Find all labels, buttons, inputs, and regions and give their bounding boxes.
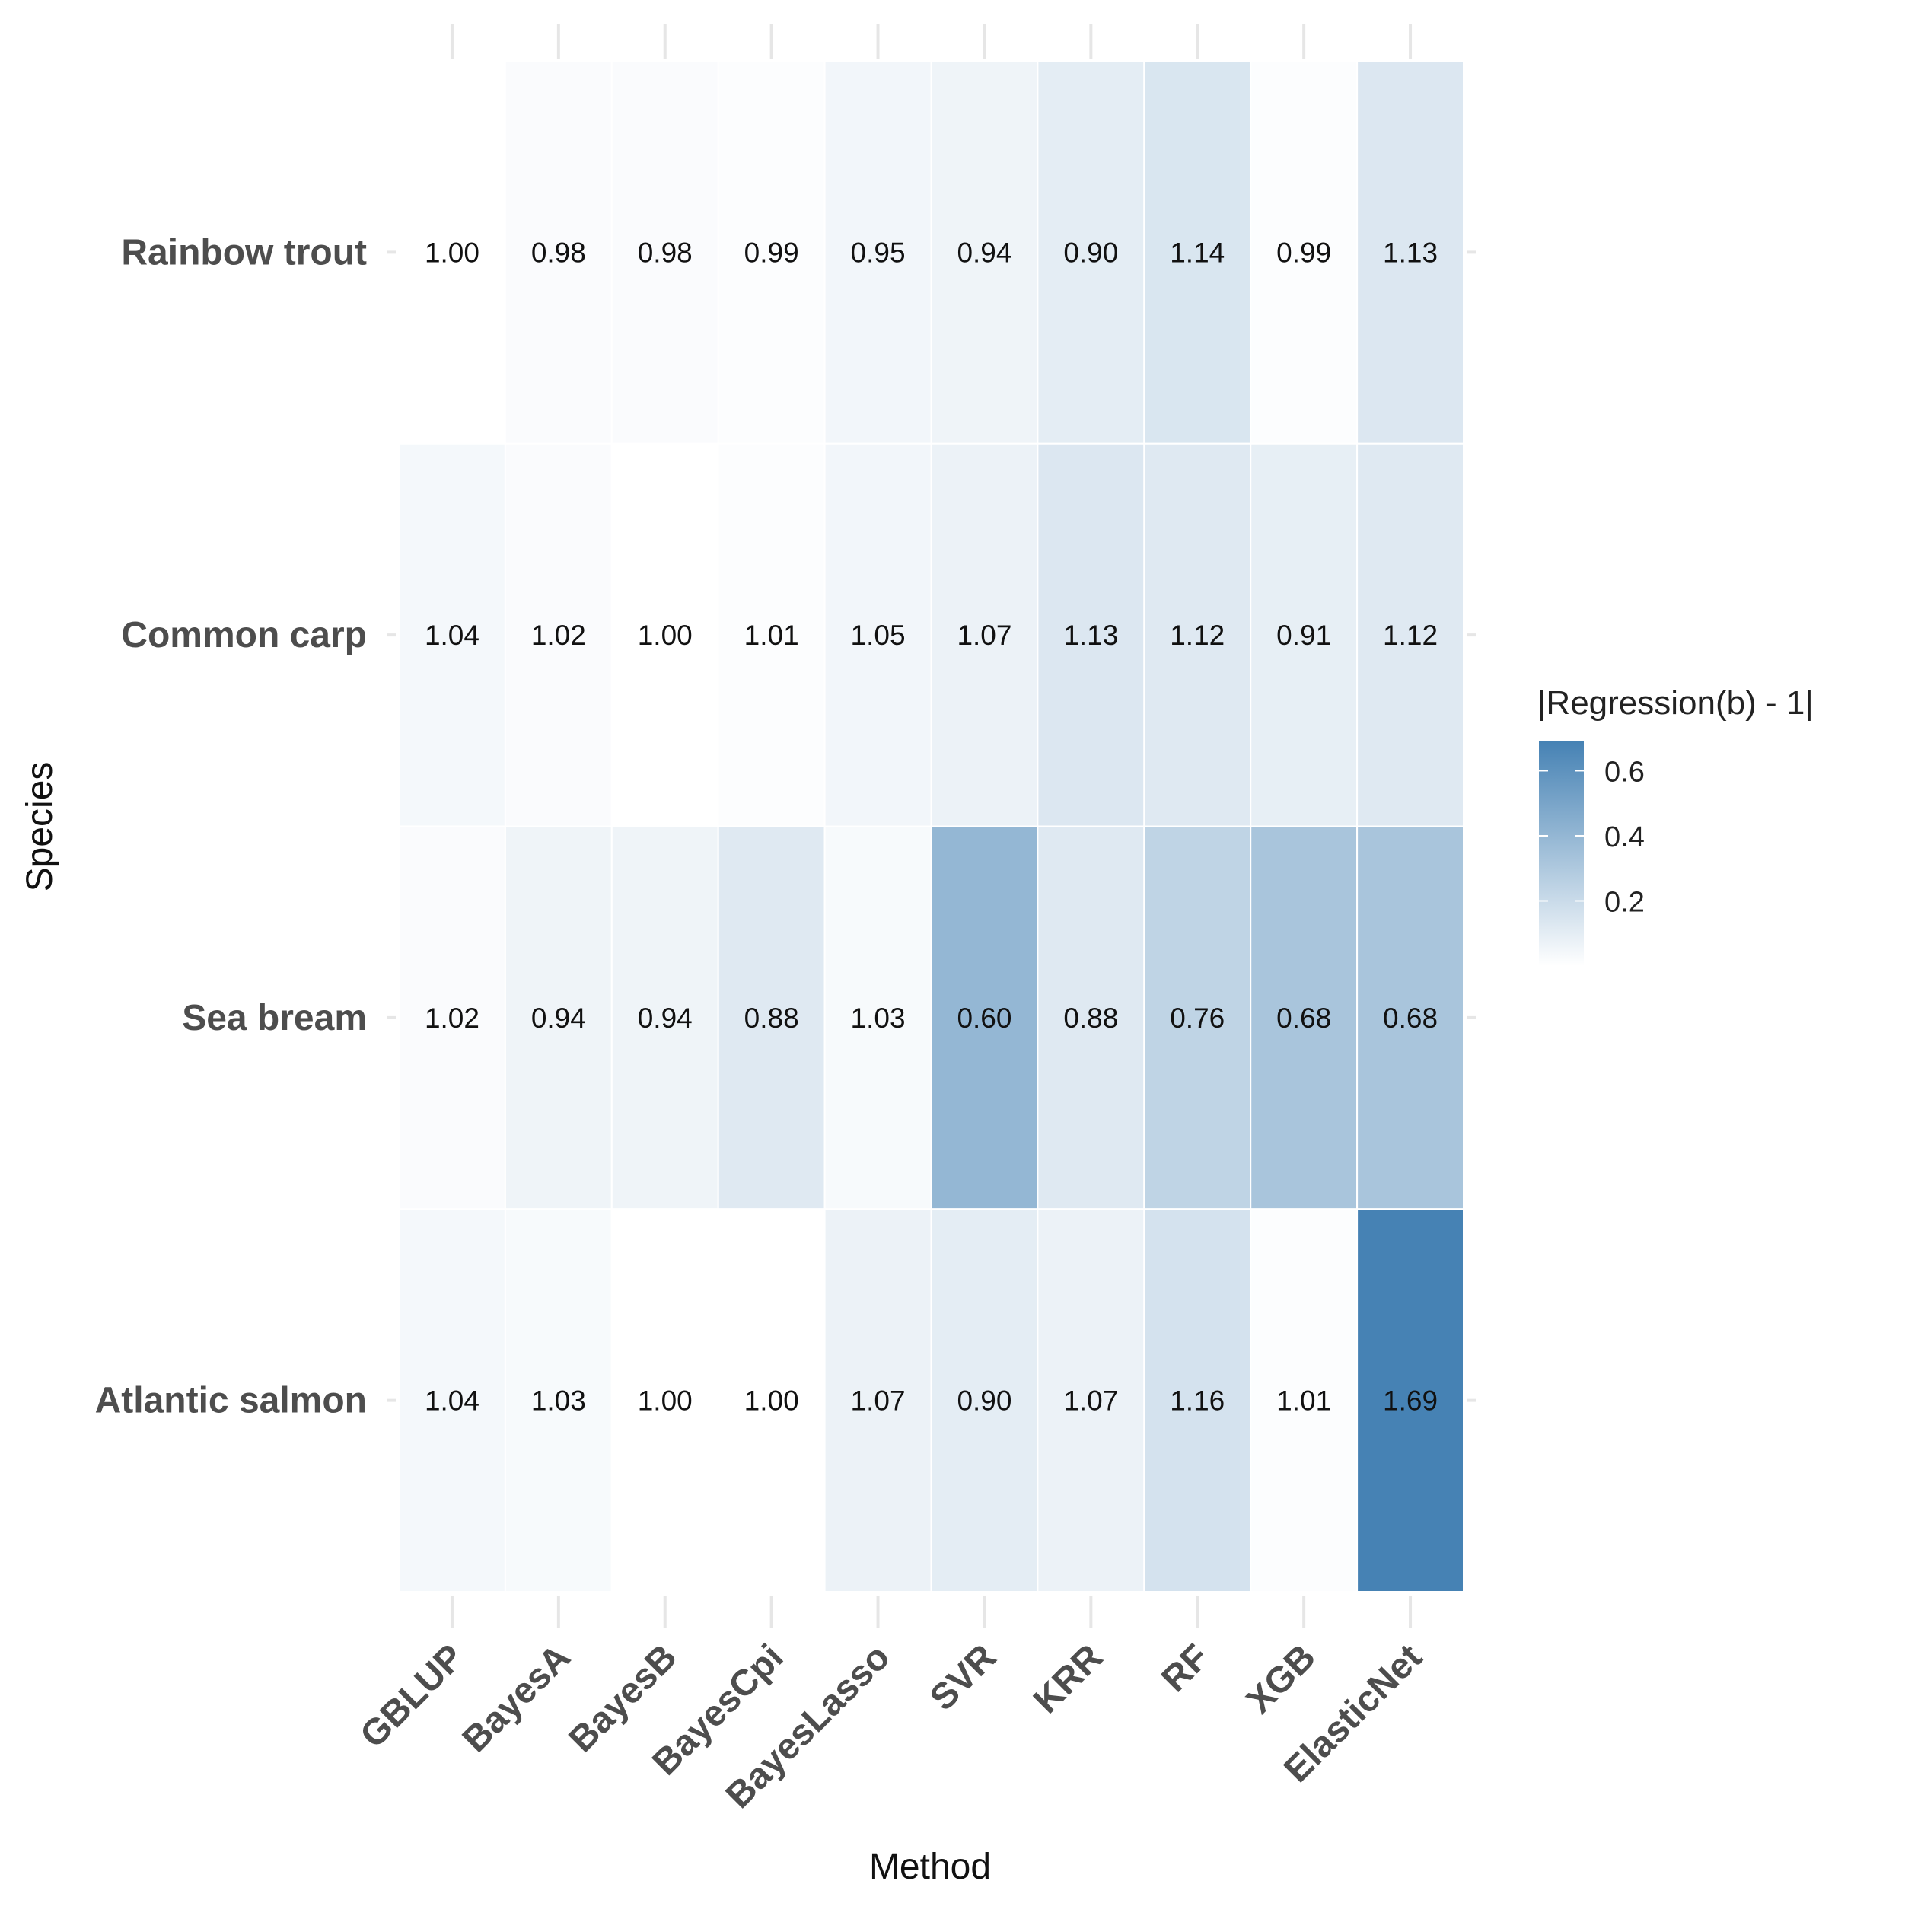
cell-value-label: 1.03 bbox=[531, 1385, 586, 1417]
heatmap-cell bbox=[930, 60, 1039, 445]
heatmap-cell bbox=[398, 825, 506, 1210]
cell-value-label: 1.00 bbox=[744, 1385, 799, 1417]
x-tick-label: GBLUP bbox=[352, 1637, 471, 1755]
cell-value-label: 1.07 bbox=[851, 1385, 906, 1417]
legend-tick-label: 0.2 bbox=[1604, 886, 1645, 918]
heatmap-cell bbox=[823, 825, 932, 1210]
heatmap-cell bbox=[610, 442, 719, 827]
heatmap-cell bbox=[930, 1208, 1039, 1592]
y-tick-label: Common carp bbox=[121, 615, 367, 655]
heatmap-cell bbox=[823, 442, 932, 827]
heatmap-cell bbox=[1037, 1208, 1145, 1592]
cell-value-label: 1.03 bbox=[851, 1003, 906, 1034]
legend-tick-label: 0.4 bbox=[1604, 821, 1645, 853]
heatmap-cell bbox=[717, 442, 826, 827]
legend-title: |Regression(b) - 1| bbox=[1537, 684, 1814, 722]
cell-value-label: 0.98 bbox=[531, 237, 586, 268]
heatmap-cell bbox=[1356, 60, 1464, 445]
cell-value-label: 0.90 bbox=[1063, 237, 1118, 268]
cell-value-label: 1.13 bbox=[1383, 237, 1438, 268]
heatmap-cell bbox=[1143, 442, 1252, 827]
cell-value-label: 1.07 bbox=[957, 620, 1011, 651]
cell-value-label: 1.14 bbox=[1170, 237, 1225, 268]
cell-value-label: 1.00 bbox=[638, 620, 693, 651]
heatmap-cell bbox=[398, 60, 506, 445]
cell-value-label: 0.99 bbox=[1276, 237, 1331, 268]
cell-value-label: 1.02 bbox=[425, 1003, 479, 1034]
y-axis-title: Species bbox=[20, 762, 60, 892]
heatmap-cell bbox=[1356, 442, 1464, 827]
cell-value-label: 0.60 bbox=[957, 1003, 1011, 1034]
cell-value-label: 1.05 bbox=[851, 620, 906, 651]
x-tick-label: RF bbox=[1154, 1637, 1217, 1700]
cell-value-label: 1.12 bbox=[1383, 620, 1438, 651]
heatmap-cell bbox=[504, 825, 613, 1210]
cell-value-label: 0.98 bbox=[638, 237, 693, 268]
y-axis-labels: Rainbow trout Common carp Sea bream Atlanti… bbox=[95, 232, 367, 1420]
x-tick-label: KRR bbox=[1026, 1637, 1110, 1721]
heatmap-cell bbox=[1037, 825, 1145, 1210]
cell-value-label: 0.88 bbox=[744, 1003, 799, 1034]
cell-value-label: 0.94 bbox=[638, 1003, 693, 1034]
heatmap-cell bbox=[1356, 825, 1464, 1210]
cell-value-label: 0.90 bbox=[957, 1385, 1011, 1417]
x-tick-label: SVR bbox=[922, 1637, 1004, 1718]
x-tick-label: XGB bbox=[1239, 1637, 1324, 1721]
cell-value-label: 0.88 bbox=[1063, 1003, 1118, 1034]
cell-value-label: 0.68 bbox=[1276, 1003, 1331, 1034]
x-axis-title: Method bbox=[869, 1847, 991, 1887]
heatmap-cell bbox=[930, 442, 1039, 827]
cell-value-label: 1.01 bbox=[1276, 1385, 1331, 1417]
heatmap-cell bbox=[1143, 825, 1252, 1210]
cell-value-label: 1.12 bbox=[1170, 620, 1225, 651]
cell-value-label: 1.07 bbox=[1063, 1385, 1118, 1417]
cell-value-label: 1.69 bbox=[1383, 1385, 1438, 1417]
heatmap-cell bbox=[1356, 1208, 1464, 1592]
y-tick-label: Atlantic salmon bbox=[95, 1381, 367, 1421]
heatmap-cell bbox=[398, 1208, 506, 1592]
heatmap-cells: 1.00 0.98 0.98 0.99 0.95 0.94 0.90 1.14 0.99 1.13… bbox=[398, 60, 1464, 1592]
cell-value-label: 0.91 bbox=[1276, 620, 1331, 651]
cell-value-label: 1.00 bbox=[425, 237, 479, 268]
y-tick-label: Rainbow trout bbox=[121, 232, 367, 273]
heatmap-cell bbox=[1037, 442, 1145, 827]
cell-value-label: 1.04 bbox=[425, 620, 479, 651]
heatmap-cell bbox=[504, 60, 613, 445]
cell-value-label: 0.95 bbox=[851, 237, 906, 268]
heatmap-cell bbox=[1250, 442, 1359, 827]
legend-colorbar bbox=[1539, 741, 1584, 966]
cell-value-label: 1.13 bbox=[1063, 620, 1118, 651]
heatmap-cell bbox=[610, 825, 719, 1210]
heatmap-cell bbox=[717, 60, 826, 445]
heatmap-cell bbox=[823, 60, 932, 445]
y-tick-label: Sea bream bbox=[182, 998, 367, 1038]
axis-ticks bbox=[387, 24, 1476, 1628]
heatmap-cell bbox=[717, 1208, 826, 1592]
heatmap-cell bbox=[823, 1208, 932, 1592]
cell-value-label: 0.99 bbox=[744, 237, 799, 268]
cell-value-label: 1.00 bbox=[638, 1385, 693, 1417]
cell-value-label: 1.01 bbox=[744, 620, 799, 651]
heatmap-cell bbox=[504, 442, 613, 827]
cell-value-label: 0.94 bbox=[531, 1003, 586, 1034]
legend-tick-label: 0.6 bbox=[1604, 756, 1645, 788]
heatmap-cell bbox=[1143, 60, 1252, 445]
heatmap-cell bbox=[1250, 825, 1359, 1210]
heatmap-cell bbox=[1143, 1208, 1252, 1592]
cell-value-label: 1.04 bbox=[425, 1385, 479, 1417]
cell-value-label: 1.16 bbox=[1170, 1385, 1225, 1417]
heatmap-cell bbox=[610, 60, 719, 445]
cell-value-label: 0.68 bbox=[1383, 1003, 1438, 1034]
x-tick-label: BayesA bbox=[455, 1637, 578, 1760]
cell-value-label: 0.94 bbox=[957, 237, 1011, 268]
legend: |Regression(b) - 1| 0.2 0.4 0.6 bbox=[1537, 684, 1814, 966]
heatmap-cell bbox=[1250, 1208, 1359, 1592]
cell-value-label: 1.02 bbox=[531, 620, 586, 651]
cell-value-label: 0.76 bbox=[1170, 1003, 1225, 1034]
